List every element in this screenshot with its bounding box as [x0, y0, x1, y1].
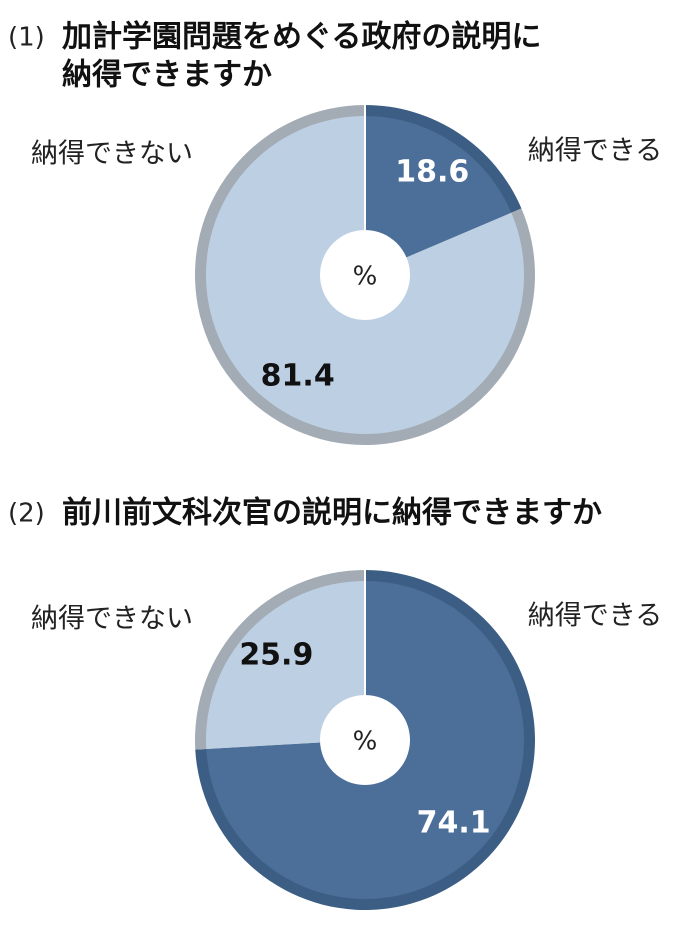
- value-label: 81.4: [261, 358, 335, 393]
- category-label: 納得できる: [528, 601, 662, 632]
- center-label: %: [353, 262, 378, 292]
- category-label: 納得できない: [31, 139, 193, 170]
- center-hole: [320, 695, 410, 785]
- center-hole: [320, 230, 410, 320]
- chart-title: 納得できますか: [62, 58, 272, 93]
- category-label: 納得できない: [31, 604, 193, 635]
- chart-number: (1): [8, 23, 45, 53]
- pie-slice: [206, 581, 365, 749]
- chart-number: (2): [8, 499, 45, 529]
- center-label: %: [353, 727, 378, 757]
- value-label: 18.6: [395, 155, 469, 190]
- pie-slice: [365, 116, 512, 275]
- chart-title: 加計学園問題をめぐる政府の説明に: [62, 20, 541, 55]
- value-label: 25.9: [239, 638, 313, 673]
- pie-chart: (2) 前川前文科次官の説明に納得できますか 74.1 納得できる 25.9 納得できない…: [8, 496, 662, 910]
- value-label: 74.1: [417, 805, 491, 840]
- category-label: 納得できる: [528, 136, 662, 167]
- chart-title: 前川前文科次官の説明に納得できますか: [62, 496, 602, 531]
